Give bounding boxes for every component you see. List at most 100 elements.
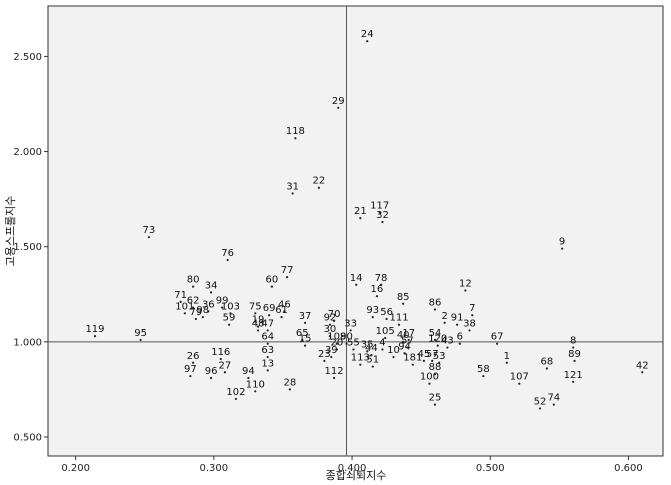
data-point-label: 93	[366, 305, 379, 316]
data-point-label: 16	[371, 284, 384, 295]
data-point-label: 51	[366, 355, 379, 366]
data-point-label: 38	[463, 318, 476, 329]
data-point-label: 8	[570, 336, 576, 347]
y-tick-label: 1.500	[13, 242, 42, 253]
x-tick-label: 0.400	[338, 463, 367, 474]
data-point	[335, 348, 338, 351]
data-point	[455, 323, 459, 326]
data-point-label: 121	[564, 370, 583, 381]
y-tick-label: 2.500	[13, 52, 42, 63]
data-point-label: 89	[568, 349, 581, 360]
data-point	[332, 376, 336, 380]
data-point	[301, 338, 304, 342]
data-point	[422, 359, 426, 362]
data-point	[219, 357, 222, 361]
data-point	[407, 338, 410, 342]
data-point	[194, 317, 197, 321]
data-point	[223, 371, 226, 374]
data-point-label: 57	[401, 336, 414, 347]
data-point-label: 96	[205, 366, 218, 377]
data-point-label: 20	[330, 337, 343, 348]
data-point	[189, 374, 192, 378]
data-point-label: 100	[420, 372, 439, 383]
data-point-label: 91	[451, 313, 464, 324]
data-point	[371, 365, 374, 368]
data-point-label: 47	[261, 318, 274, 329]
data-point-label: 4	[379, 337, 385, 348]
data-point-label: 102	[226, 387, 245, 398]
data-point	[433, 338, 437, 342]
data-point	[288, 388, 291, 391]
data-point	[552, 403, 555, 406]
data-point	[471, 314, 474, 317]
data-point	[375, 295, 379, 298]
data-point	[337, 106, 340, 109]
data-point	[545, 367, 549, 370]
data-point	[254, 390, 257, 393]
data-point-label: 9	[559, 237, 565, 248]
data-point	[349, 329, 352, 332]
data-point	[438, 361, 441, 364]
data-point	[428, 382, 431, 385]
data-point-label: 33	[344, 318, 357, 329]
data-point-label: 62	[187, 296, 200, 307]
data-point-label: 113	[351, 353, 370, 364]
data-point	[366, 40, 369, 43]
data-point-label: 94	[242, 366, 255, 377]
data-point	[355, 283, 358, 286]
data-point-label: 79	[190, 307, 203, 318]
data-point	[446, 346, 449, 349]
data-point	[641, 371, 644, 374]
data-point	[256, 329, 260, 332]
data-point	[345, 342, 348, 345]
data-point	[294, 137, 297, 140]
data-point	[280, 315, 283, 319]
data-point-label: 76	[221, 248, 234, 259]
data-point-label: 68	[541, 356, 554, 367]
data-point-label: 80	[187, 275, 200, 286]
data-point	[402, 302, 405, 305]
x-tick-label: 0.600	[614, 463, 643, 474]
y-tick-label: 0.500	[13, 432, 42, 443]
data-point-label: 60	[266, 275, 279, 286]
data-point-label: 43	[441, 336, 454, 347]
data-point	[573, 359, 576, 362]
data-point	[332, 319, 336, 323]
data-point-label: 15	[299, 334, 312, 345]
x-tick-label: 0.200	[61, 463, 90, 474]
data-point-label: 98	[196, 305, 209, 316]
data-point	[207, 310, 210, 313]
data-point-label: 48	[252, 318, 265, 329]
data-point	[572, 346, 575, 349]
x-axis-ticks: 0.200 0.300 0.400 0.500 0.600	[61, 456, 643, 474]
data-point	[381, 220, 384, 224]
data-point	[303, 321, 307, 324]
data-point-label: 25	[429, 393, 442, 404]
data-point-label: 111	[389, 313, 408, 324]
data-point	[179, 300, 182, 303]
data-point	[266, 369, 269, 372]
data-point	[256, 325, 260, 328]
data-point	[443, 321, 446, 324]
data-point	[268, 314, 271, 317]
data-point	[328, 323, 332, 326]
data-point	[482, 374, 485, 378]
data-point	[330, 355, 333, 359]
data-point	[433, 373, 437, 376]
data-point	[247, 376, 250, 380]
data-point-label: 42	[636, 360, 649, 371]
data-point-label: 56	[380, 307, 393, 318]
data-point-label: 19	[252, 315, 265, 326]
data-point	[317, 186, 320, 189]
data-point	[378, 211, 381, 214]
data-point	[335, 342, 338, 345]
data-point	[381, 348, 384, 351]
data-point-label: 116	[211, 347, 230, 358]
data-point-label: 10	[387, 345, 400, 356]
data-point-label: 105	[376, 326, 395, 337]
data-point-label: 30	[324, 324, 337, 335]
data-point	[572, 380, 575, 383]
data-point-label: 70	[328, 309, 341, 320]
